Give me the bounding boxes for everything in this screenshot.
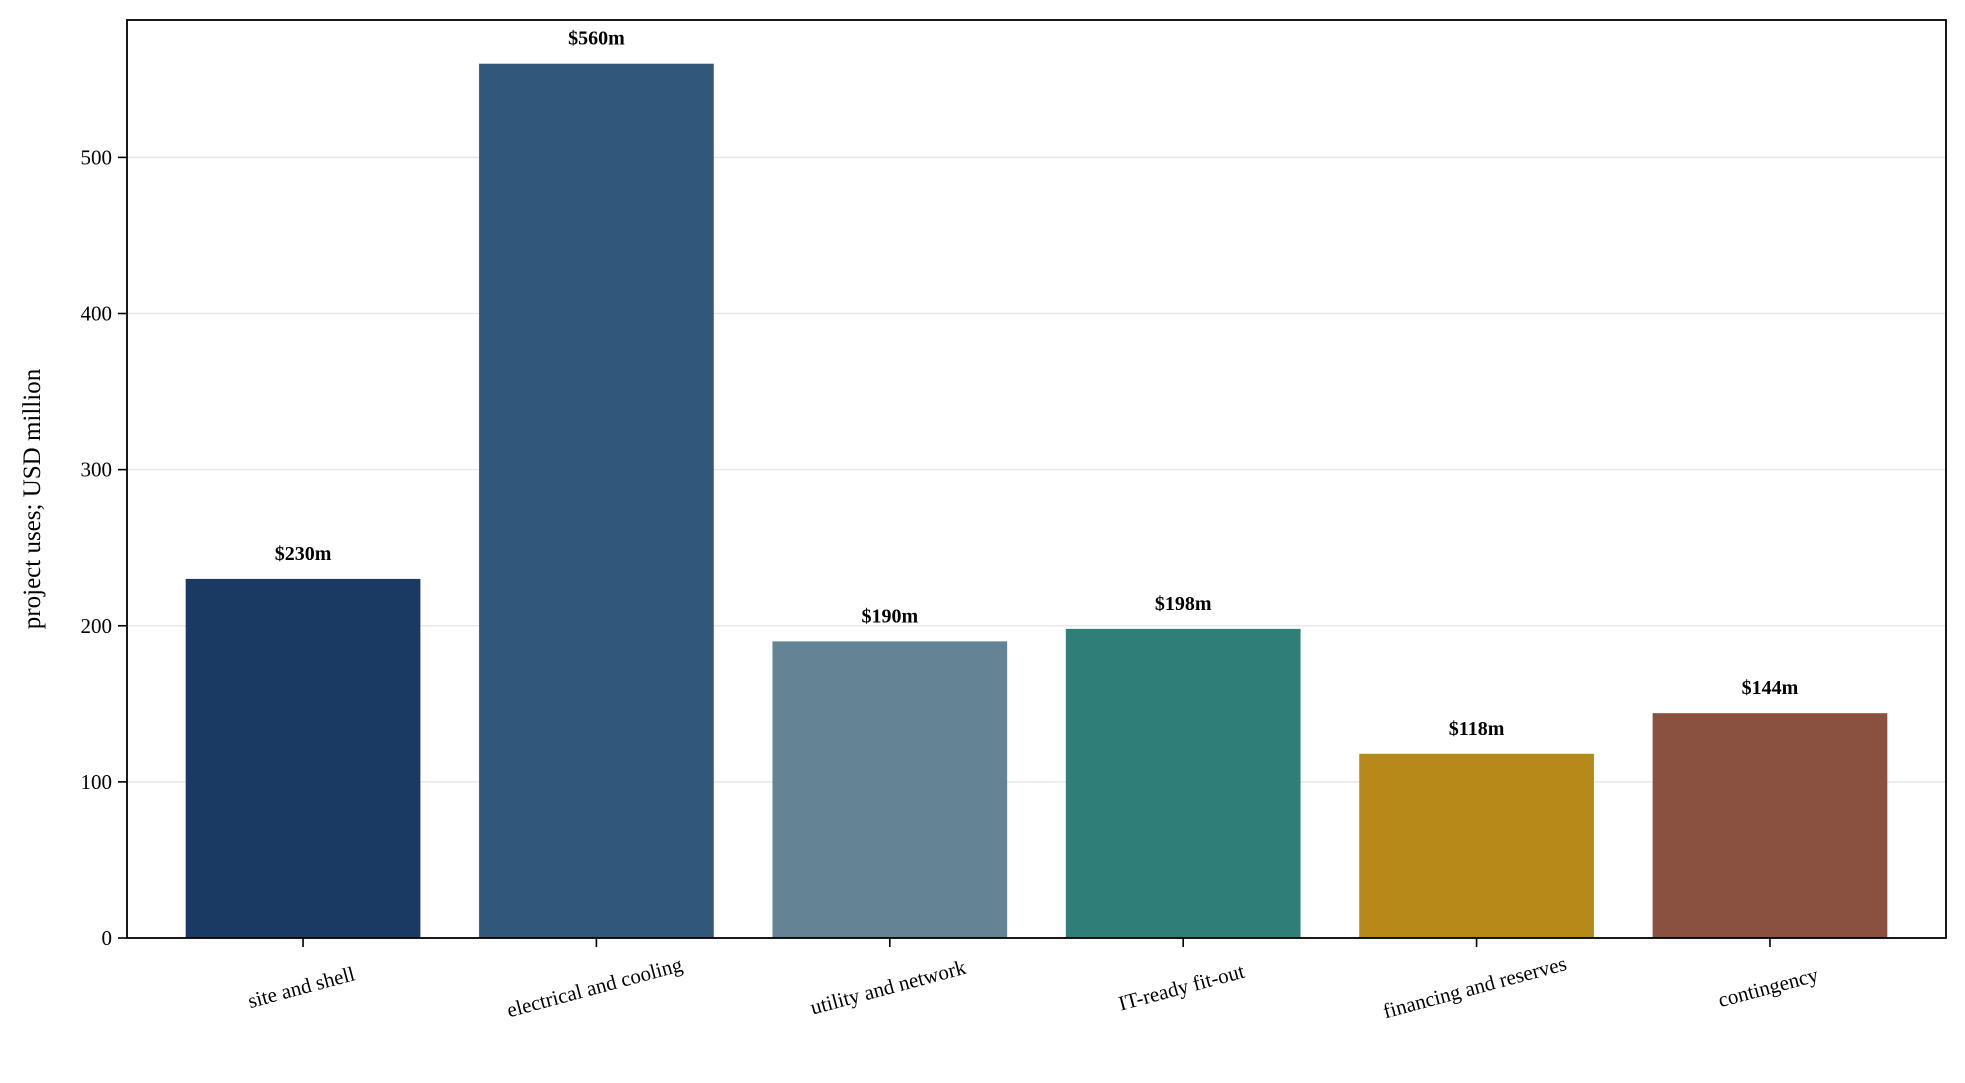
plot-frame (126, 19, 1947, 939)
y-tick-label: 0 (102, 926, 113, 950)
x-tick-label: contingency (1715, 962, 1821, 1012)
y-axis-ticks: 0 100 200 300 400 500 (81, 145, 127, 950)
data-label: $118m (1449, 718, 1505, 740)
y-tick-label: 100 (81, 770, 113, 794)
y-tick-label: 300 (81, 458, 113, 482)
x-tick-label: financing and reserves (1380, 951, 1569, 1023)
bar-financing-and-reserves (1359, 753, 1594, 938)
bar-it-ready-fit-out (1065, 628, 1301, 938)
bar-electrical-and-cooling (479, 63, 714, 938)
x-tick-label: electrical and cooling (504, 952, 685, 1022)
x-tick-label: site and shell (245, 961, 357, 1013)
gridlines (127, 156, 1946, 783)
bar-site-and-shell (185, 578, 421, 938)
bar-utility-and-network (772, 641, 1008, 938)
x-tick-label: utility and network (808, 955, 969, 1020)
y-axis-title: project uses; USD million (19, 368, 46, 629)
data-label: $230m (275, 543, 332, 565)
data-labels: $230m $560m $190m $198m $118m $144m (275, 28, 1799, 740)
x-tick-label: IT-ready fit-out (1116, 959, 1247, 1016)
y-tick-label: 200 (81, 614, 113, 638)
x-axis-ticks: site and shell electrical and cooling util… (245, 938, 1821, 1023)
y-tick-label: 400 (81, 302, 113, 326)
bars (185, 63, 1888, 938)
data-label: $560m (568, 28, 625, 50)
data-label: $198m (1155, 593, 1212, 615)
bar-contingency (1652, 713, 1888, 938)
data-label: $190m (861, 605, 918, 627)
y-tick-label: 500 (81, 145, 113, 169)
data-label: $144m (1742, 677, 1799, 699)
